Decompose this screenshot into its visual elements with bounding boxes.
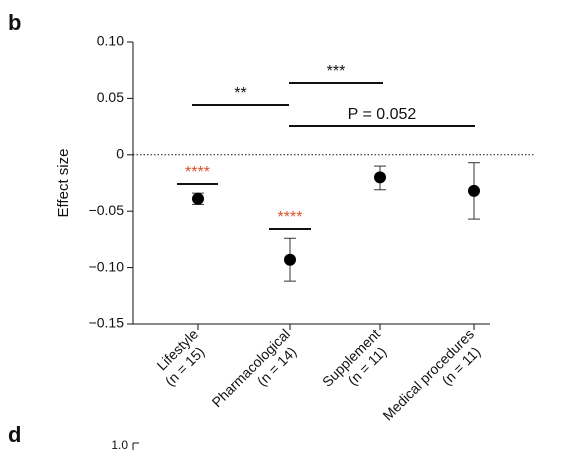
point: [374, 171, 386, 184]
x-tick-label-group: Supplement(n = 11): [319, 326, 390, 390]
significance-label: ****: [185, 164, 210, 181]
y-tick-label: −0.05: [89, 202, 125, 218]
panel-label: b: [8, 10, 21, 35]
significance-label: ****: [278, 209, 303, 226]
significance-label: P = 0.052: [348, 106, 417, 123]
x-tick-label-group: Medical procedures(n = 11): [379, 326, 483, 424]
y-tick-label: 0.10: [97, 33, 124, 49]
y-tick-label: 0.05: [97, 89, 124, 105]
y-axis-label: Effect size: [55, 149, 72, 218]
y-tick-label: −0.10: [89, 258, 125, 274]
significance-label: ***: [327, 63, 346, 80]
y-tick-label: −0.15: [89, 315, 125, 331]
x-tick-label-group: Lifestyle(n = 15): [153, 326, 207, 390]
point: [192, 192, 204, 205]
significance-label: **: [234, 85, 246, 102]
y-tick-label: 0: [116, 146, 124, 162]
y-tick-label: 1.0: [111, 438, 128, 450]
panel-label: d: [8, 422, 21, 447]
point: [468, 184, 480, 197]
x-tick-label-group: Pharmacological(n = 14): [209, 326, 300, 410]
point: [284, 253, 296, 266]
